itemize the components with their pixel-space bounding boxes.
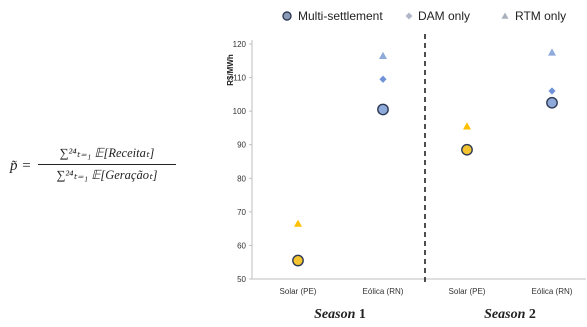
legend-dam-only-marker — [405, 12, 413, 20]
dam-only-point — [379, 75, 387, 83]
multi-settlement-point — [461, 143, 473, 156]
rtm-only-point — [463, 122, 471, 130]
season-label: Season 1 — [314, 307, 366, 322]
rtm-only-point — [294, 219, 302, 227]
y-tick-label: 110 — [233, 74, 246, 83]
y-tick-label: 50 — [237, 275, 246, 284]
dam-only-point — [548, 87, 556, 95]
formula-fraction: ∑²⁴ₜ₌₁ 𝔼[Receitaₜ] ∑²⁴ₜ₌₁ 𝔼[Geraçãoₜ] — [38, 145, 176, 183]
legend-label: DAM only — [418, 9, 470, 23]
multi-settlement-point — [292, 254, 304, 267]
price-formula: p̃ = ∑²⁴ₜ₌₁ 𝔼[Receitaₜ] ∑²⁴ₜ₌₁ 𝔼[Geração… — [10, 145, 176, 195]
formula-denominator: ∑²⁴ₜ₌₁ 𝔼[Geraçãoₜ] — [56, 168, 158, 182]
formula-lhs: p̃ = — [10, 158, 32, 174]
y-tick-label: 70 — [237, 208, 246, 217]
rtm-only-point — [548, 48, 556, 56]
legend-multi-settlement-marker — [282, 11, 292, 21]
x-tick-label: Eólica (RN) — [532, 287, 573, 296]
season-label: Season 2 — [484, 307, 536, 322]
y-tick-label: 100 — [233, 107, 247, 116]
legend-rtm-only-marker — [501, 12, 509, 19]
x-tick-label: Solar (PE) — [280, 287, 317, 296]
y-tick-label: 90 — [237, 141, 246, 150]
x-tick-label: Eólica (RN) — [363, 287, 404, 296]
x-tick-label: Solar (PE) — [449, 287, 486, 296]
rtm-only-point — [379, 51, 387, 59]
formula-numerator: ∑²⁴ₜ₌₁ 𝔼[Receitaₜ] — [59, 146, 155, 160]
legend-label: Multi-settlement — [298, 9, 383, 23]
y-tick-label: 60 — [237, 241, 246, 250]
multi-settlement-point — [546, 96, 558, 109]
y-tick-label: 80 — [237, 174, 246, 183]
y-axis-label: R$/MWh — [226, 54, 235, 86]
legend-label: RTM only — [515, 9, 566, 23]
y-tick-label: 120 — [233, 40, 247, 49]
multi-settlement-point — [377, 103, 389, 116]
fraction-bar — [38, 164, 176, 165]
